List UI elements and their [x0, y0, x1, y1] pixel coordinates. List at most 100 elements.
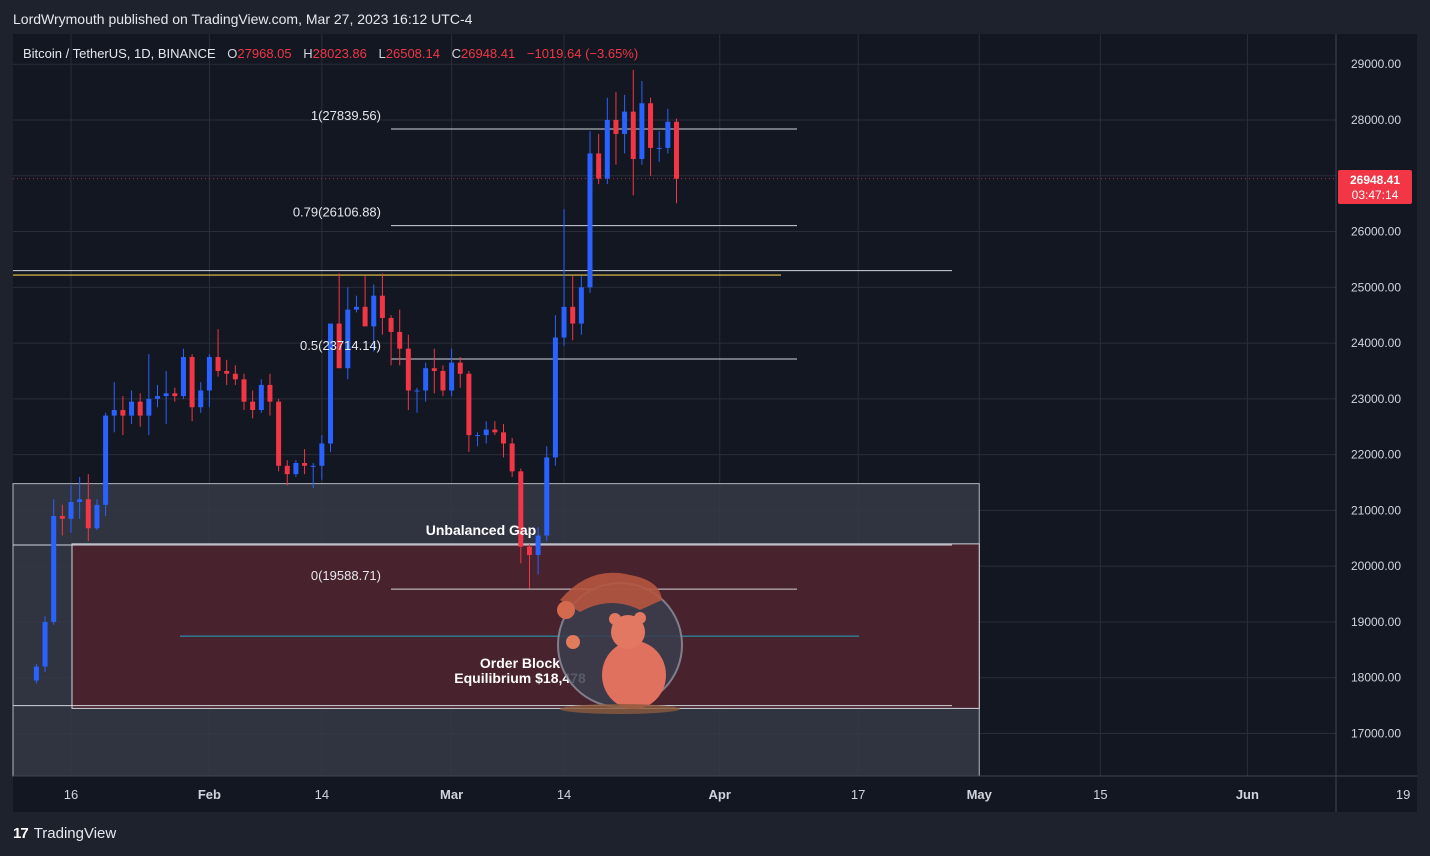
candle-body: [146, 398, 152, 416]
candle: [111, 382, 117, 433]
candle-body: [33, 666, 39, 681]
candle: [85, 474, 91, 542]
candle: [328, 323, 333, 452]
candle: [146, 354, 152, 436]
candle-body: [267, 384, 273, 402]
candle-body: [129, 401, 135, 416]
candles[interactable]: [33, 69, 679, 684]
candle: [310, 463, 316, 489]
time-tick-label: 16: [64, 787, 78, 802]
candle: [362, 276, 368, 327]
time-tick-label: 14: [315, 787, 329, 802]
candle: [475, 432, 481, 447]
candle: [405, 334, 411, 411]
legend-high-value: 28023.86: [313, 46, 367, 61]
candle-body: [94, 504, 100, 529]
zones: [12, 483, 980, 777]
candle-body: [397, 331, 403, 349]
candle: [206, 354, 212, 408]
legend-change: −1019.64 (−3.65%): [527, 46, 638, 61]
candle-body: [613, 120, 619, 134]
candle-body: [258, 384, 264, 411]
candle: [613, 92, 619, 165]
candle: [267, 373, 273, 416]
tradingview-logo-icon: 17: [13, 825, 29, 842]
candle-body: [466, 373, 472, 436]
candle: [379, 273, 385, 335]
candle-body: [232, 373, 238, 380]
fib-level-label: 0(19588.71): [311, 568, 381, 583]
candle-body: [59, 515, 65, 519]
candle-body: [423, 368, 429, 391]
candle-body: [362, 306, 368, 327]
candle-body: [137, 401, 143, 416]
candle-body: [120, 410, 126, 416]
mascot-flower: [557, 601, 575, 619]
fib-level-label: 1(27839.56): [311, 108, 381, 123]
candle-body: [328, 323, 333, 444]
equilibrium-label: Equilibrium $18,478: [454, 670, 586, 686]
candle: [250, 390, 256, 419]
time-tick-label: Jun: [1236, 787, 1259, 802]
candle: [137, 393, 143, 427]
price-tick-label: 18000.00: [1351, 671, 1401, 685]
candle: [33, 663, 39, 684]
candle: [665, 108, 671, 154]
candle: [656, 131, 662, 162]
candle-body: [552, 337, 558, 458]
time-tick-label: 17: [851, 787, 865, 802]
candle-body: [189, 357, 195, 408]
legend-open-value: 27968.05: [237, 46, 291, 61]
candle-body: [224, 370, 230, 374]
candle-body: [206, 357, 212, 391]
candle: [535, 527, 541, 575]
mascot-bear-head: [611, 615, 645, 649]
legend-symbol: Bitcoin / TetherUS, 1D, BINANCE: [23, 46, 216, 61]
candle: [596, 133, 602, 185]
candle: [224, 359, 230, 385]
candle: [120, 396, 126, 436]
candle: [258, 379, 264, 413]
candle: [483, 421, 489, 444]
candle-body: [180, 357, 186, 397]
candle-body: [622, 111, 628, 134]
candle-body: [630, 111, 636, 160]
candle-body: [198, 390, 204, 408]
candle: [397, 309, 403, 366]
axes: 17000.00 18000.00 19000.00 20000.00 21000.00…: [13, 34, 1417, 812]
legend-low-label: L: [379, 46, 386, 61]
candle-body: [68, 502, 74, 519]
mascot-foliage: [560, 572, 662, 612]
price-tick-label: 24000.00: [1351, 336, 1401, 350]
candle-body: [483, 429, 489, 436]
candle-body: [51, 515, 57, 622]
candle: [492, 421, 498, 436]
candle-body: [336, 323, 342, 369]
candle-body: [457, 362, 463, 374]
candle-body: [293, 463, 299, 475]
fib-level-label: 0.5(23714.14): [300, 338, 381, 353]
candle-body: [475, 435, 481, 437]
candle-body: [250, 401, 256, 411]
candle: [59, 504, 65, 536]
time-tick-label: May: [967, 787, 993, 802]
mascot-bear-body: [602, 641, 666, 709]
price-tick-label: 17000.00: [1351, 727, 1401, 741]
mascot-ground: [560, 704, 680, 714]
candle: [198, 382, 204, 413]
candle: [353, 295, 359, 313]
candle: [587, 131, 593, 293]
candle-body: [578, 287, 584, 324]
candle: [440, 365, 446, 397]
candle-body: [172, 393, 178, 397]
candle-body: [405, 348, 411, 391]
candle: [518, 468, 524, 564]
legend-high-label: H: [303, 46, 312, 61]
time-tick-label: 15: [1093, 787, 1107, 802]
candle-body: [371, 295, 377, 327]
tradingview-brand[interactable]: 17 TradingView: [13, 825, 116, 842]
order-block-label: Order Block: [480, 655, 560, 671]
candle: [163, 370, 169, 424]
candle-body: [449, 362, 455, 391]
candle-body: [674, 121, 679, 179]
